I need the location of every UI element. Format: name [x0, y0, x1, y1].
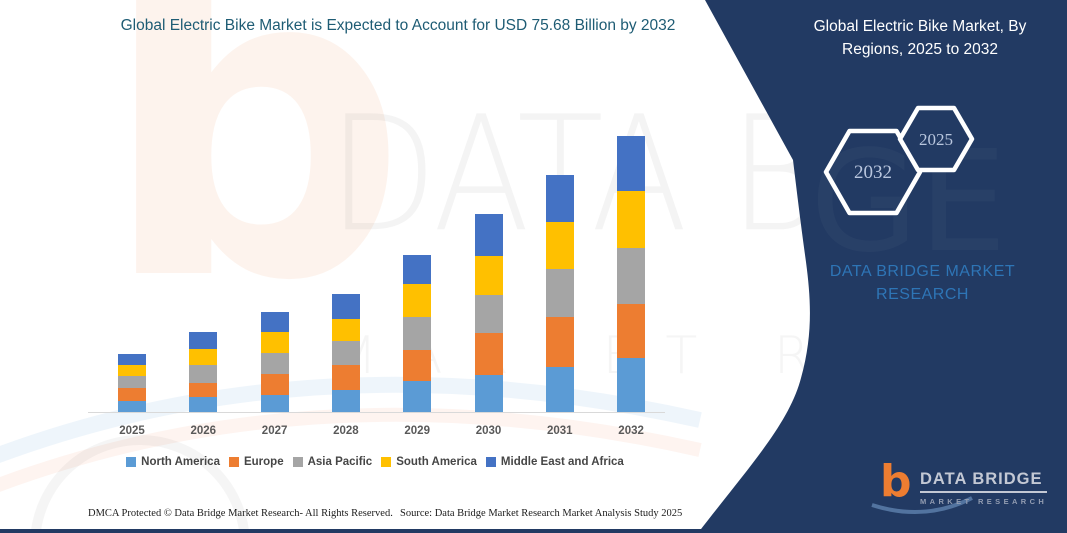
- bar-segment-asia-pacific: [617, 248, 646, 304]
- legend-label: Europe: [243, 456, 284, 468]
- source-note: Source: Data Bridge Market Research Mark…: [400, 508, 683, 519]
- legend-item-asia-pacific: Asia Pacific: [292, 456, 373, 468]
- hexagon-2025-label: 2025: [919, 130, 953, 149]
- bar-segment-south-america: [474, 256, 503, 295]
- bar-segment-south-america: [118, 365, 146, 376]
- legend-swatch-icon: [126, 457, 137, 467]
- legend-swatch-icon: [485, 457, 496, 467]
- legend-label: Middle East and Africa: [500, 456, 624, 468]
- bar-segment-north-america: [617, 358, 646, 412]
- bar-segment-middle-east-and-africa: [260, 312, 289, 332]
- logo-b-icon: b: [880, 456, 912, 507]
- bar-segment-europe: [403, 350, 432, 381]
- legend-swatch-icon: [292, 457, 303, 467]
- footer: DMCA Protected © Data Bridge Market Rese…: [0, 508, 700, 526]
- bar-segment-south-america: [617, 191, 646, 248]
- bar-segment-asia-pacific: [474, 295, 503, 333]
- logo-text: DATA BRIDGE MARKET RESEARCH: [920, 470, 1048, 506]
- bar-segment-asia-pacific: [545, 269, 574, 317]
- stacked-bar-2027: [260, 312, 289, 412]
- legend-label: Asia Pacific: [307, 456, 373, 468]
- bar-segment-middle-east-and-africa: [617, 136, 646, 191]
- stacked-bar-2029: [403, 255, 432, 412]
- logo-name: DATA BRIDGE: [920, 470, 1048, 493]
- bar-segment-north-america: [118, 401, 146, 412]
- legend-label: North America: [141, 456, 220, 468]
- stacked-bar-2030: [474, 214, 503, 412]
- bar-segment-middle-east-and-africa: [331, 294, 360, 319]
- bar-segment-europe: [474, 333, 503, 375]
- stacked-bar-2028: [331, 294, 360, 412]
- legend-item-europe: Europe: [228, 456, 284, 468]
- bar-segment-south-america: [403, 284, 432, 317]
- bar-segment-middle-east-and-africa: [189, 332, 218, 349]
- panel-title: Global Electric Bike Market, By Regions,…: [813, 18, 1027, 59]
- legend-item-south-america: South America: [381, 456, 477, 468]
- x-tick-label: 2025: [119, 425, 145, 437]
- x-tick-label: 2029: [404, 425, 430, 437]
- stacked-bar-chart: [88, 120, 665, 413]
- bar-segment-europe: [260, 374, 289, 395]
- bar-segment-south-america: [545, 222, 574, 269]
- stacked-bar-2031: [545, 175, 574, 412]
- bar-segment-asia-pacific: [403, 317, 432, 350]
- bar-segment-north-america: [189, 397, 218, 412]
- x-tick-label: 2027: [261, 425, 288, 437]
- bar-segment-south-america: [189, 349, 218, 365]
- x-axis-labels: 2025 2026 2027 2028 2029 2030 2031 2032: [88, 425, 665, 441]
- x-tick-label: 2028: [333, 425, 359, 437]
- legend-item-middle-east-and-africa: Middle East and Africa: [485, 456, 624, 468]
- bar-segment-middle-east-and-africa: [118, 354, 146, 365]
- brand-text: DATA BRIDGE MARKET RESEARCH: [829, 263, 1016, 304]
- bar-segment-north-america: [260, 395, 289, 412]
- chart-legend: North America Europe Asia Pacific South Ame…: [75, 456, 675, 468]
- legend-label: South America: [396, 456, 477, 468]
- bar-segment-asia-pacific: [331, 341, 360, 365]
- bar-segment-middle-east-and-africa: [403, 255, 432, 284]
- stacked-bar-2026: [189, 332, 218, 412]
- bottom-border: [0, 529, 1067, 533]
- bar-segment-north-america: [331, 390, 360, 412]
- bar-segment-asia-pacific: [118, 376, 146, 388]
- x-tick-label: 2031: [547, 425, 573, 437]
- bar-segment-south-america: [331, 319, 360, 341]
- bar-segment-europe: [617, 304, 646, 358]
- x-tick-label: 2026: [190, 425, 217, 437]
- x-tick-label: 2032: [618, 425, 644, 437]
- bar-segment-europe: [545, 317, 574, 367]
- bar-segment-asia-pacific: [189, 365, 218, 383]
- bar-segment-asia-pacific: [260, 353, 289, 374]
- stacked-bar-2025: [118, 354, 146, 412]
- logo-subtitle: MARKET RESEARCH: [920, 497, 1048, 506]
- bar-segment-europe: [189, 383, 218, 397]
- dmca-notice: DMCA Protected © Data Bridge Market Rese…: [88, 508, 393, 519]
- bar-segment-europe: [331, 365, 360, 390]
- bar-segment-north-america: [403, 381, 432, 412]
- bar-segment-south-america: [260, 332, 289, 353]
- x-tick-label: 2030: [475, 425, 502, 437]
- bar-segment-north-america: [545, 367, 574, 412]
- legend-swatch-icon: [381, 457, 392, 467]
- page-title: Global Electric Bike Market is Expected …: [120, 17, 676, 34]
- stacked-bar-2032: [617, 136, 646, 412]
- legend-item-north-america: North America: [126, 456, 220, 468]
- legend-swatch-icon: [228, 457, 239, 467]
- x-axis-line: [88, 412, 665, 413]
- dbmr-logo: b DATA BRIDGE MARKET RESEARCH: [880, 456, 1050, 520]
- bar-segment-middle-east-and-africa: [474, 214, 503, 256]
- bar-segment-north-america: [474, 375, 503, 412]
- bar-segment-europe: [118, 388, 146, 401]
- hexagon-2032-label: 2032: [854, 162, 892, 183]
- bar-segment-middle-east-and-africa: [545, 175, 574, 222]
